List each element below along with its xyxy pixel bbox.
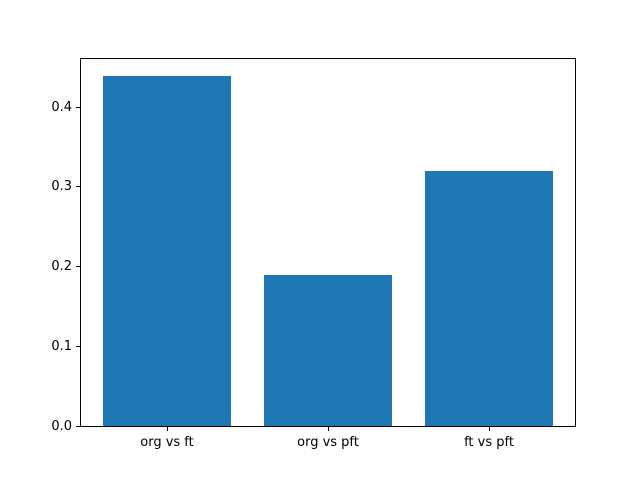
axes-frame [80,58,576,427]
x-tick-1 [327,427,329,431]
bar-2 [424,171,554,427]
bar-0 [102,75,232,427]
y-tick-label-3: 0.3 [51,179,72,195]
y-tick-label-0: 0.0 [51,419,72,434]
bar-1 [263,275,393,427]
x-tick-label-2: ft vs pft [464,435,514,450]
x-tick-label-0: org vs ft [140,435,194,450]
y-tick-4 [76,106,80,108]
y-tick-1 [76,346,80,348]
x-tick-label-1: org vs pft [297,435,359,450]
y-tick-label-2: 0.2 [51,259,72,275]
y-tick-2 [76,266,80,268]
y-tick-label-4: 0.4 [51,99,72,115]
x-tick-2 [488,427,490,431]
y-tick-3 [76,186,80,188]
y-tick-0 [76,426,80,427]
x-tick-0 [166,427,168,431]
y-tick-label-1: 0.1 [51,339,72,355]
